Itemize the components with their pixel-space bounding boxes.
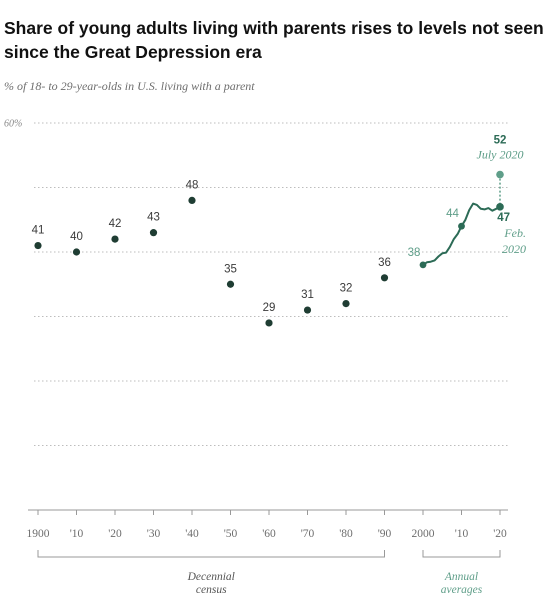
data-label: 48 (186, 179, 199, 191)
data-label: 42 (109, 218, 122, 230)
group-label: Decennial (187, 571, 235, 583)
data-point (342, 300, 350, 308)
data-label: 41 (32, 225, 45, 237)
x-tick-label: '20 (108, 528, 122, 540)
data-label: 36 (378, 257, 391, 269)
chart-subtitle: % of 18- to 29-year-olds in U.S. living … (4, 79, 255, 93)
data-point (265, 319, 273, 327)
group-label: Annual (444, 571, 478, 583)
data-label: 29 (263, 302, 276, 314)
data-point (380, 274, 389, 282)
data-label: 43 (147, 212, 160, 224)
feb-2020-point (496, 203, 504, 211)
x-tick-label: '70 (301, 528, 315, 540)
x-tick-label: '80 (339, 528, 353, 540)
x-tick-label: 2000 (412, 528, 435, 540)
feb-2020-value: 47 (497, 212, 510, 224)
feb-2020-label: 2020 (502, 242, 526, 256)
line-point-label: 38 (408, 247, 421, 259)
group-label: averages (441, 584, 483, 596)
line-point (458, 222, 465, 230)
data-label: 40 (70, 231, 83, 243)
line-point-label: 44 (446, 208, 459, 220)
feb-2020-label: Feb. (503, 226, 526, 240)
x-tick-label: '40 (185, 528, 199, 540)
data-point (34, 241, 42, 250)
y-axis-max-label: 60% (4, 119, 22, 130)
x-tick-label: '10 (70, 528, 84, 540)
x-tick-label: '60 (262, 528, 276, 540)
line-point (419, 261, 427, 269)
data-label: 35 (224, 263, 237, 275)
data-label: 31 (301, 289, 314, 301)
x-tick-label: '30 (147, 528, 161, 540)
data-point (188, 196, 196, 204)
annual-average-line (422, 202, 501, 266)
data-point (111, 235, 119, 243)
data-point (303, 306, 312, 314)
group-bracket (37, 550, 385, 558)
x-tick-label: '90 (378, 528, 392, 540)
data-point (149, 229, 158, 237)
july-2020-label: July 2020 (477, 148, 524, 162)
data-point (226, 280, 235, 288)
data-point (72, 248, 81, 256)
group-label: census (196, 584, 227, 596)
july-2020-point (496, 170, 504, 179)
group-bracket (422, 550, 501, 558)
data-label: 32 (340, 283, 353, 295)
x-tick-label: 1900 (27, 528, 50, 540)
x-tick-label: '50 (224, 528, 238, 540)
x-tick-label: '20 (493, 528, 507, 540)
x-tick-label: '10 (455, 528, 469, 540)
july-2020-value: 52 (494, 135, 507, 147)
chart-title: Share of young adults living with parent… (4, 18, 544, 62)
